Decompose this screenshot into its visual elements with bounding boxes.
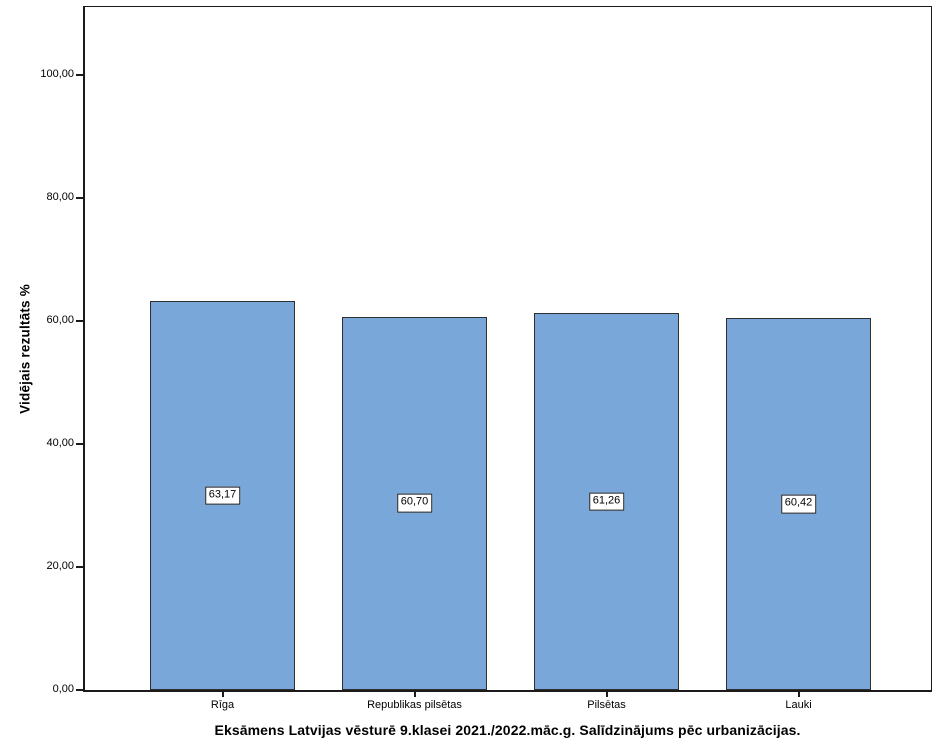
bar-group: 60,70 Republikas pilsētas [342,7,487,711]
x-category-label: Lauki [785,699,812,711]
y-tick-label: 100,00 [40,67,74,80]
y-tick-label: 80,00 [46,190,74,203]
y-tick-label: 20,00 [46,559,74,572]
y-tick-label: 0,00 [52,683,74,695]
y-tick-label: 60,00 [46,313,74,326]
bar: 60,42 [726,318,871,690]
bar-value-label: 63,17 [204,486,241,506]
chart-title: Eksāmens Latvijas vēsturē 9.klasei 2021.… [214,722,801,738]
bar-group: 60,42 Lauki [726,7,871,711]
y-tick-mark [76,442,83,445]
x-tick-mark [605,692,608,697]
x-category-label: Republikas pilsētas [367,699,462,711]
x-tick-mark [413,692,416,697]
x-category-label: Pilsētas [587,699,626,711]
plot-area: 0,00 20,00 40,00 60,00 80,00 100,00 63,1… [40,6,932,711]
y-tick-label: 40,00 [46,436,74,449]
y-axis-title: Vidējais rezultāts % [17,284,33,414]
bar: 60,70 [342,316,487,690]
bar-value-label: 60,70 [396,493,433,513]
bar: 61,26 [534,313,679,690]
x-tick-mark [221,692,224,697]
y-tick-mark [76,73,83,76]
y-tick-mark [76,319,83,322]
y-tick-mark [76,689,83,691]
bar-group: 61,26 Pilsētas [534,7,679,711]
bar: 63,17 [150,301,295,690]
bar-value-label: 60,42 [780,494,817,514]
bar-value-label: 61,26 [588,492,625,511]
y-tick-mark [76,196,83,199]
x-tick-mark [797,692,800,697]
x-category-label: Rīga [210,699,235,711]
y-tick-mark [76,565,83,568]
bar-group: 63,17 Rīga [150,7,295,711]
